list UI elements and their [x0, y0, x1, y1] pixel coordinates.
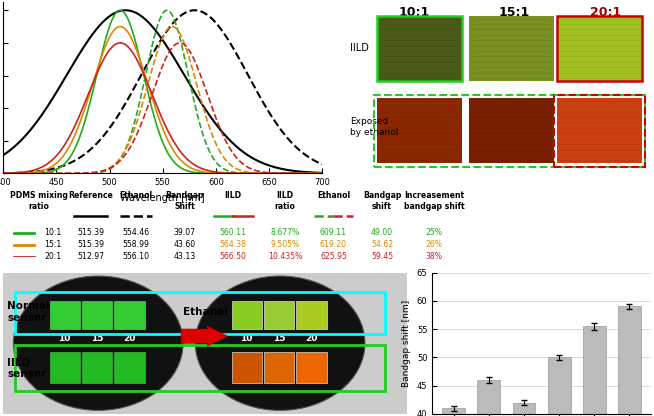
Text: 10:1: 10:1 [398, 5, 430, 18]
Text: 515.39: 515.39 [77, 240, 104, 250]
Text: 10:1: 10:1 [44, 228, 61, 237]
Bar [374, 94, 645, 167]
Text: 43.13: 43.13 [173, 252, 196, 261]
Text: 20:1: 20:1 [44, 252, 61, 261]
Bar [82, 301, 112, 329]
Text: IILD
ratio: IILD ratio [275, 191, 296, 211]
Text: 558.99: 558.99 [122, 240, 149, 250]
Text: 10: 10 [58, 334, 71, 343]
Bar [264, 352, 294, 383]
Ellipse shape [13, 276, 183, 411]
Text: 20: 20 [305, 334, 317, 343]
Text: 556.10: 556.10 [122, 252, 150, 261]
Text: 512.97: 512.97 [77, 252, 104, 261]
Bar [557, 98, 642, 163]
Text: Ethanol: Ethanol [183, 307, 228, 317]
Bar [442, 408, 465, 416]
Bar [583, 326, 606, 416]
Bar [557, 16, 642, 81]
X-axis label: Wavelength [nm]: Wavelength [nm] [120, 193, 205, 203]
Text: Ethanol: Ethanol [317, 191, 350, 201]
Bar [468, 16, 553, 81]
Text: 20: 20 [123, 334, 135, 343]
Bar [16, 292, 385, 334]
Text: 10.435%: 10.435% [267, 252, 302, 261]
Text: 43.60: 43.60 [173, 240, 196, 250]
Text: 566.50: 566.50 [220, 252, 247, 261]
Text: 38%: 38% [425, 252, 442, 261]
Bar [468, 98, 553, 163]
Bar [377, 98, 462, 163]
Text: 15:1: 15:1 [498, 5, 530, 18]
Text: 20:1: 20:1 [589, 5, 621, 18]
FancyArrow shape [181, 326, 228, 346]
Text: Normal
sensor: Normal sensor [7, 301, 50, 323]
Text: 625.95: 625.95 [320, 252, 347, 261]
Bar [264, 301, 294, 329]
Text: Ethanol: Ethanol [120, 191, 152, 201]
Text: 15:1: 15:1 [44, 240, 61, 250]
Text: 609.11: 609.11 [320, 228, 347, 237]
Text: Exposed
by ethanol: Exposed by ethanol [350, 117, 398, 137]
Text: 39.07: 39.07 [173, 228, 196, 237]
Text: 59.45: 59.45 [371, 252, 393, 261]
Text: Bandgap
shift: Bandgap shift [363, 191, 401, 211]
Bar [50, 301, 80, 329]
Text: 515.39: 515.39 [77, 228, 104, 237]
Bar [82, 352, 112, 383]
Bar [553, 94, 645, 167]
Text: 26%: 26% [425, 240, 442, 250]
Bar [513, 403, 536, 416]
Bar [377, 16, 462, 81]
Text: Reference: Reference [68, 191, 113, 201]
Text: 25%: 25% [425, 228, 442, 237]
Text: 560.11: 560.11 [220, 228, 247, 237]
Text: IILD: IILD [224, 191, 242, 201]
Text: Bandgap
Shift: Bandgap Shift [165, 191, 204, 211]
Bar [296, 301, 326, 329]
Bar [16, 345, 385, 391]
Bar [114, 301, 145, 329]
Text: PDMS mixing
ratio: PDMS mixing ratio [10, 191, 68, 211]
Bar [232, 301, 262, 329]
Ellipse shape [196, 276, 365, 411]
Bar [232, 352, 262, 383]
Bar [50, 352, 80, 383]
Bar [477, 380, 500, 416]
Text: 49.00: 49.00 [371, 228, 393, 237]
Bar [296, 352, 326, 383]
Text: 619.20: 619.20 [320, 240, 347, 250]
Text: 554.46: 554.46 [122, 228, 150, 237]
Text: 9.505%: 9.505% [270, 240, 300, 250]
Bar [114, 352, 145, 383]
Text: 10: 10 [241, 334, 252, 343]
Text: 54.62: 54.62 [371, 240, 393, 250]
Y-axis label: Bandgap shift [nm]: Bandgap shift [nm] [402, 300, 411, 387]
Bar [557, 16, 642, 81]
Text: IILD: IILD [350, 43, 369, 53]
Text: 564.38: 564.38 [220, 240, 247, 250]
Text: Increasement
bandgap shift: Increasement bandgap shift [404, 191, 464, 211]
Bar [618, 307, 641, 416]
Text: 15: 15 [273, 334, 285, 343]
Text: IILD
sensor: IILD sensor [7, 358, 46, 379]
Text: 15: 15 [91, 334, 103, 343]
Text: 8.677%: 8.677% [270, 228, 300, 237]
Bar [377, 16, 462, 81]
Bar [547, 357, 570, 416]
